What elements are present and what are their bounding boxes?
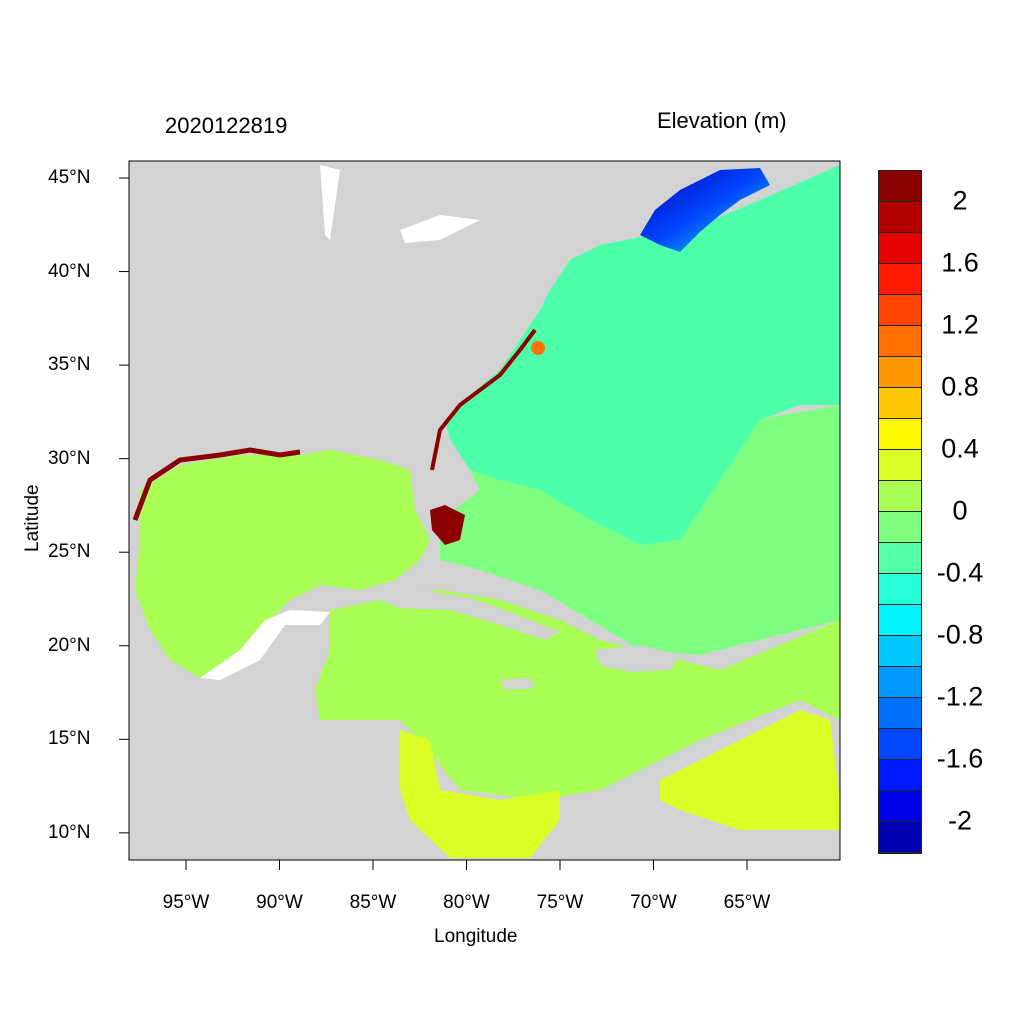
y-tick-label: 10°N [48,821,91,843]
colorbar-bin [879,202,921,233]
colorbar-label: -2 [947,805,973,836]
colorbar-bin [879,822,921,853]
colorbar-label: 1.6 [941,247,979,278]
colorbar-bin [879,357,921,388]
colorbar-bin [879,419,921,450]
colorbar-bin [879,481,921,512]
x-tick-label: 80°W [443,892,490,913]
colorbar-bin [879,326,921,357]
y-tick-label: 35°N [48,354,91,376]
x-tick-label: 90°W [256,892,303,913]
x-tick-label: 65°W [723,892,771,913]
colorbar-bin [879,233,921,264]
yucatan-coast [200,610,330,680]
colorbar-label: 0 [952,495,968,526]
colorbar-bin [879,636,921,667]
x-tick-label: 75°W [536,892,584,913]
colorbar-bin [879,264,921,295]
x-axis-label: Longitude [434,926,518,947]
colorbar-bin [879,295,921,326]
caribbean-south [400,730,560,858]
colorbar-label: -0.8 [936,619,984,650]
cuba [380,590,560,640]
colorbar-label: 0.8 [941,371,979,402]
timestamp-title: 2020122819 [165,113,288,138]
colorbar-label: -1.6 [936,743,984,774]
colorbar-bin [879,698,921,729]
caribbean-sea [315,590,840,800]
x-tick-label: 85°W [349,892,397,913]
colorbar-label: 0.4 [941,433,979,464]
colorbar-bin [879,791,921,822]
y-axis-label: Latitude [22,484,43,552]
y-tick-label: 45°N [48,167,91,188]
great-lakes-2 [400,215,480,243]
colorbar-label: -1.2 [936,681,984,712]
gulf-of-mexico [135,450,430,678]
colorbar-label: -0.4 [936,557,984,588]
colorbar-bin [879,729,921,760]
colorbar-bin [879,667,921,698]
hispaniola [595,645,680,672]
hatteras-surge [531,341,545,355]
great-lakes [320,165,340,240]
colorbar-bin [879,760,921,791]
y-tick-label: 20°N [48,634,91,656]
colorbar-bin [879,171,921,202]
y-tick-label: 15°N [48,728,91,750]
y-tick-label: 40°N [48,260,91,282]
colorbar-bin [879,543,921,574]
gulf-of-maine [640,168,770,252]
colorbar-label: 2 [952,185,968,216]
jamaica [500,678,535,690]
colorbar-bin [879,574,921,605]
colorbar-bin [879,388,921,419]
y-tick-label: 25°N [48,541,91,563]
atlantic-region [445,165,840,545]
colorbar [878,170,922,854]
gulf-coast-surge [132,447,301,521]
east-coast-surge [430,328,537,471]
variable-title: Elevation (m) [657,108,787,133]
x-tick-label: 70°W [630,892,677,913]
colorbar-bin [879,512,921,543]
florida-surge [430,505,465,545]
caribbean-east [660,710,840,830]
colorbar-bin [879,450,921,481]
colorbar-bin [879,605,921,636]
x-tick-label: 95°W [162,892,210,913]
colorbar-label: 1.2 [941,309,979,340]
y-tick-label: 30°N [48,447,91,469]
